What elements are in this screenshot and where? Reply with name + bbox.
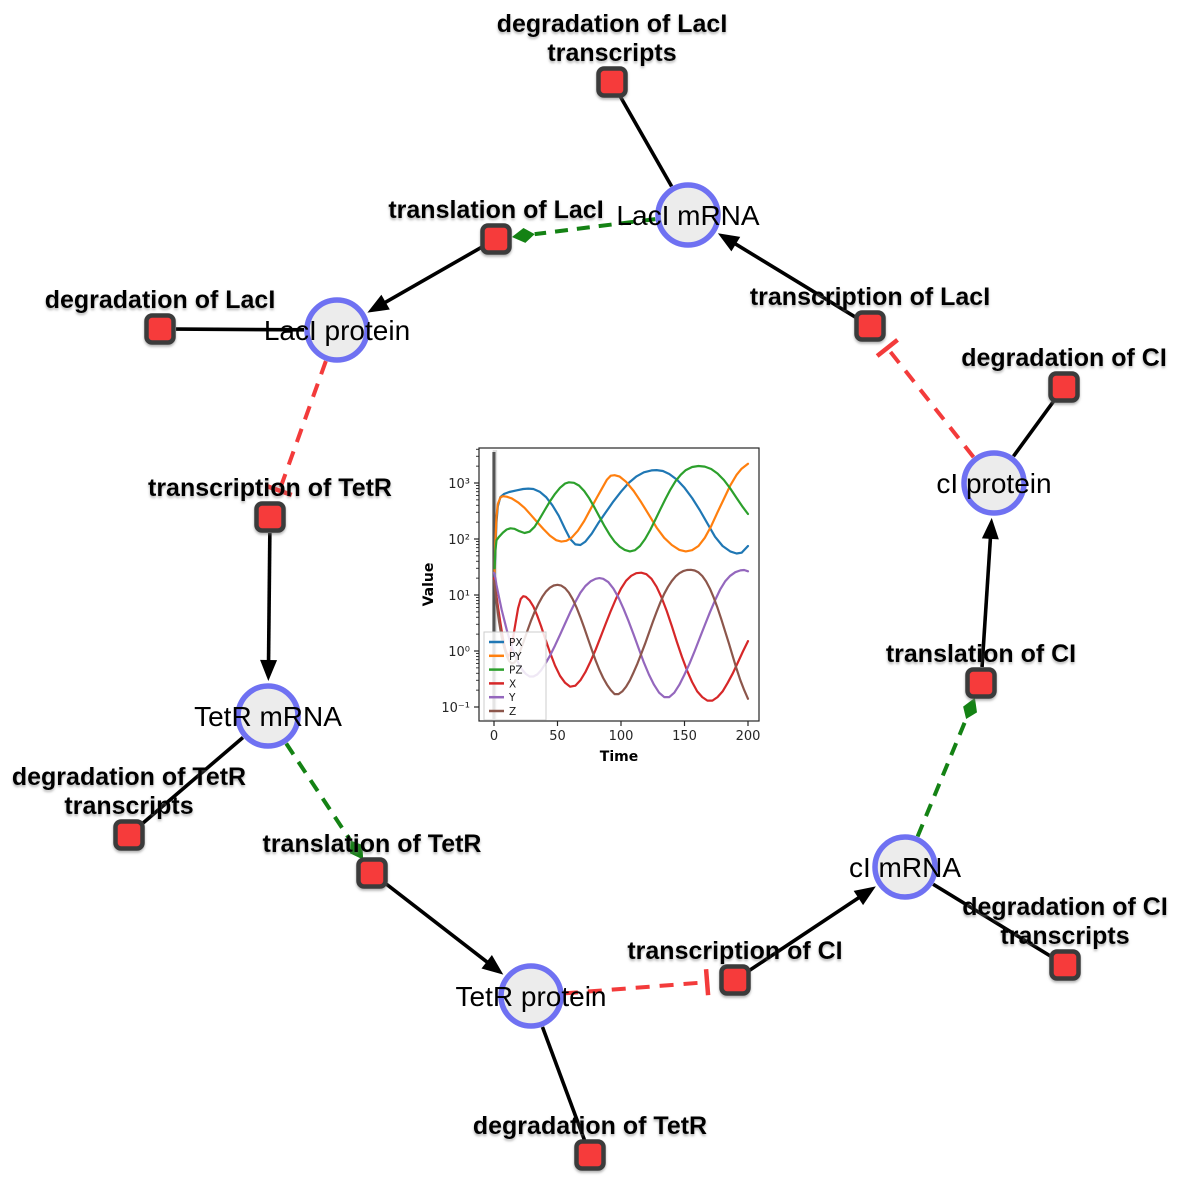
legend-label-Z: Z [509,706,516,718]
reaction-label-tl-ci: translation of CI [886,640,1076,668]
reaction-node-deg-ci [1048,371,1080,403]
edge-plain-deg-laci-to-laci-protein [175,327,305,332]
chart-series-PZ [493,464,750,570]
chart-legend-box [483,631,547,721]
edge-arrow-tl-tetr-to-tetr-protein-arrowhead [481,955,504,975]
edge-plain-deg-laci-tx-to-laci-mrna [618,94,674,188]
y-tick-label: 10³ [448,477,470,492]
reaction-label-deg-laci-tx: degradation of LacI transcripts [497,10,728,67]
y-tick-label: 10² [448,533,470,548]
edge-arrow-tl-laci-to-laci-protein [381,245,484,306]
reaction-node-tl-ci [965,667,997,699]
edges-layer [139,94,1057,1141]
edge-inhibition-tetr-protein-to-tc-ci-tbar-head [703,969,711,996]
reaction-label-tc-laci: transcription of LacI [750,283,990,311]
nodes-layer [113,66,1081,1171]
edge-activation-ci-mrna-to-tl-ci-diamond-head [963,697,977,720]
edge-arrow-tc-ci-to-ci-mrna [747,894,863,973]
edge-activation-ci-mrna-to-tl-ci [915,718,968,838]
edge-plain-ci-mrna-to-deg-ci-tx [932,882,1053,959]
edge-activation-laci-mrna-to-tl-laci-diamond-head [511,228,535,243]
y-axis-label: Value [421,563,437,607]
reaction-label-deg-tetr: degradation of TetR [473,1112,707,1140]
reaction-label-deg-ci-tx: degradation of CI transcripts [962,893,1168,950]
edge-inhibition-laci-protein-to-tc-tetr-tbar-head [266,484,293,498]
edge-inhibition-laci-protein-to-tc-tetr [277,360,328,492]
x-tick-label: 50 [549,729,566,744]
x-axis-label: Time [600,749,638,765]
species-node-laci-mrna [655,182,721,248]
reaction-node-tc-laci [854,310,886,342]
reaction-node-deg-ci-tx [1049,949,1081,981]
reaction-label-tl-tetr: translation of TetR [263,830,482,858]
chart-frame [478,447,760,722]
species-label-tetr-mrna: TetR mRNA [194,701,342,732]
reaction-node-deg-laci-tx [596,66,628,98]
edge-arrow-tl-ci-to-ci-protein [980,534,993,668]
y-tick-label: 10⁰ [448,645,470,660]
species-node-ci-protein [961,450,1027,516]
edge-arrow-tc-tetr-to-tetr-mrna-arrowhead [260,659,278,682]
x-tick-label: 100 [609,729,634,744]
legend-label-Y: Y [508,692,516,704]
reaction-node-tc-ci [719,964,751,996]
reaction-label-tc-tetr: transcription of TetR [148,474,392,502]
reaction-label-tl-laci: translation of LacI [388,196,603,224]
chart-series-X [492,571,750,702]
species-label-laci-mrna: LacI mRNA [616,200,759,231]
edge-arrow-tl-ci-to-ci-protein-arrowhead [981,517,999,540]
edge-activation-tetr-mrna-to-tl-tetr [284,742,353,842]
edge-arrow-tc-laci-to-laci-mrna-arrowhead [717,233,741,252]
edge-plain-deg-ci-to-ci-protein [1011,398,1057,458]
edge-arrow-tc-laci-to-laci-mrna [731,240,858,320]
x-tick-label: 0 [490,729,498,744]
edge-plain-tetr-protein-to-deg-tetr [540,1026,587,1141]
reaction-label-tc-ci: transcription of CI [627,937,842,965]
reaction-node-deg-tetr [574,1139,606,1171]
species-label-ci-mrna: cI mRNA [849,852,961,883]
reaction-node-deg-tetr-tx [113,819,145,851]
reaction-node-tl-tetr [356,857,388,889]
species-label-tetr-protein: TetR protein [456,981,607,1012]
species-node-ci-mrna [872,834,938,900]
edge-inhibition-ci-protein-to-tc-laci-tbar-head [875,338,899,358]
legend-label-PX: PX [509,637,523,649]
reaction-node-tl-laci [480,223,512,255]
reaction-node-tc-tetr [254,501,286,533]
species-label-laci-protein: LacI protein [264,315,410,346]
reaction-label-deg-ci: degradation of CI [961,344,1167,372]
legend-label-PY: PY [509,651,522,663]
reaction-node-deg-laci [144,313,176,345]
chart-series-PY [493,462,750,574]
inset-chart: 0 50 100 150 200 10³ 10² 10¹ 10⁰ 10⁻¹ Time Value PX P… [421,447,761,765]
y-tick-label: 10⁻¹ [441,701,470,716]
legend-label-PZ: PZ [509,665,523,677]
species-label-ci-protein: cI protein [936,468,1051,499]
labels-layer: LacI mRNA LacI protein cI protein TetR mRNA… [12,10,1168,1140]
chart-series-PX [493,469,750,580]
species-node-laci-protein [304,297,370,363]
edge-arrow-tc-ci-to-ci-mrna-arrowhead [853,886,876,906]
x-tick-label: 200 [736,729,761,744]
edge-plain-tetr-mrna-to-deg-tetr-tx [139,736,245,826]
edge-activation-tetr-mrna-to-tl-tetr-diamond-head [349,840,364,860]
x-tick-label: 150 [672,729,697,744]
edge-arrow-tl-laci-to-laci-protein-arrowhead [367,294,390,313]
edge-arrow-tl-tetr-to-tetr-protein [383,881,491,966]
reaction-label-deg-tetr-tx: degradation of TetR transcripts [12,763,246,820]
y-tick-label: 10¹ [448,589,470,604]
species-node-tetr-protein [498,963,564,1029]
species-node-tetr-mrna [235,683,301,749]
reaction-label-deg-laci: degradation of LacI [45,286,276,314]
legend-label-X: X [509,678,516,690]
edge-arrow-tc-tetr-to-tetr-mrna [266,532,272,665]
